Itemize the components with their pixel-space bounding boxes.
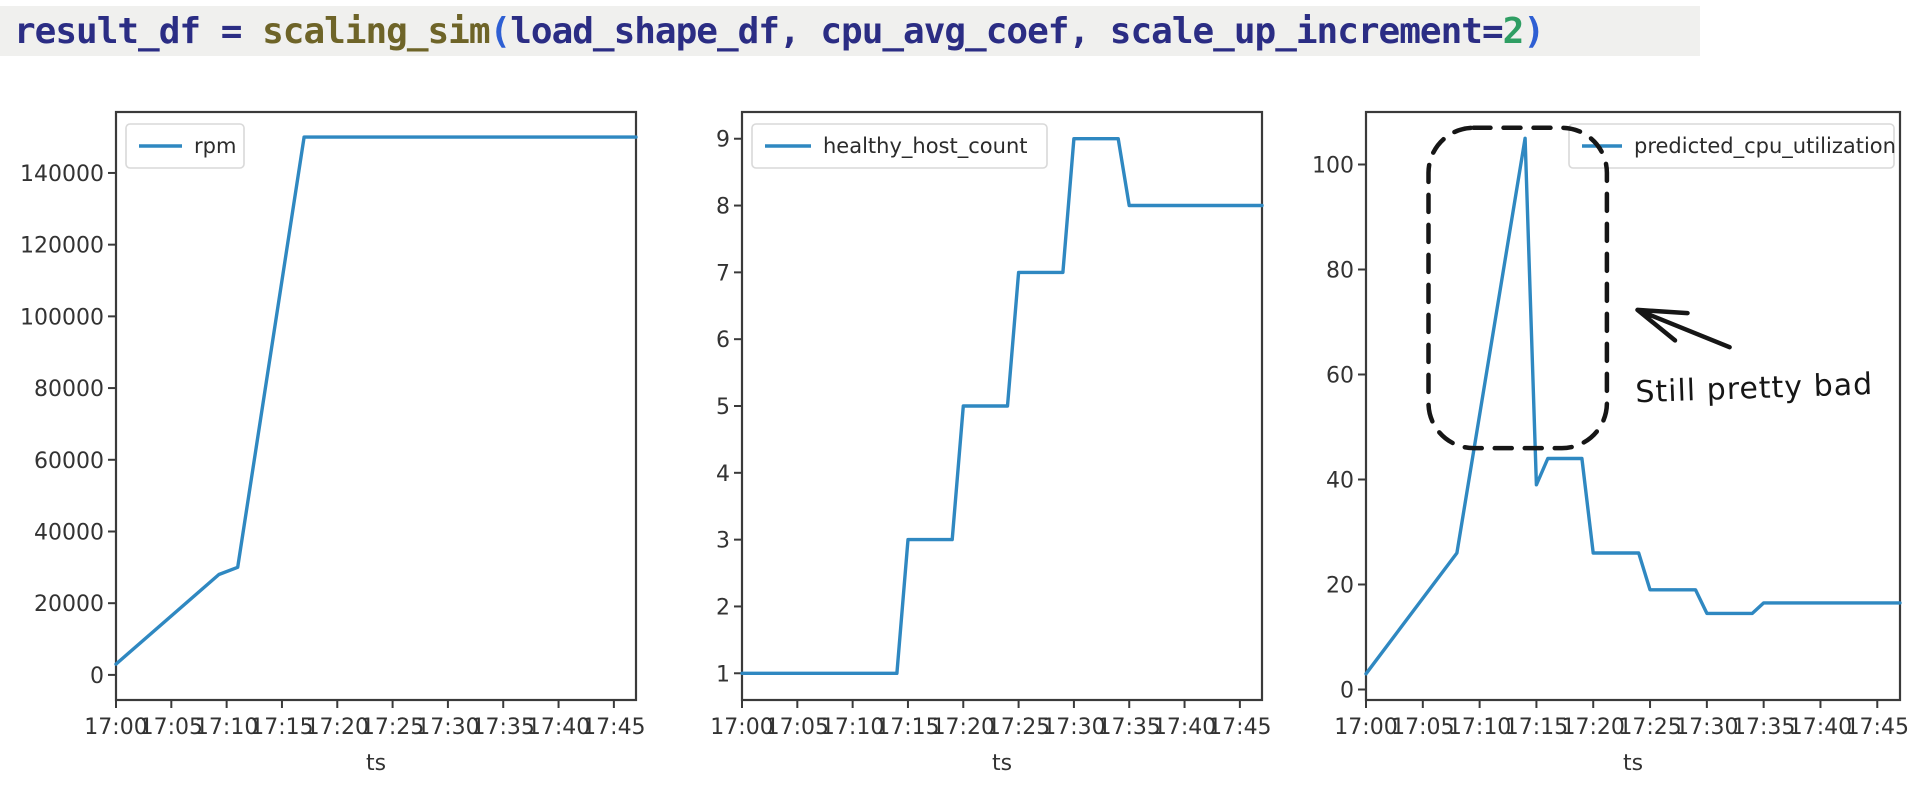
code-token: = xyxy=(200,10,263,52)
code-token: cpu_avg_coef xyxy=(820,10,1069,52)
y-tick-label: 100 xyxy=(1312,154,1354,179)
y-tick-label: 4 xyxy=(716,462,730,487)
y-tick-label: 7 xyxy=(716,261,730,286)
x-tick-label: 17:45 xyxy=(1846,715,1909,740)
y-tick-label: 2 xyxy=(716,595,730,620)
code-token: , xyxy=(778,10,821,52)
annotation-label: Still pretty bad xyxy=(1635,367,1874,410)
x-tick-label: 17:40 xyxy=(1153,715,1216,740)
plot-border xyxy=(1364,110,1902,702)
y-tick-label: 140000 xyxy=(20,162,104,187)
code-token: ) xyxy=(1523,10,1545,52)
x-tick-label: 17:40 xyxy=(1789,715,1852,740)
x-tick-label: 17:10 xyxy=(195,715,258,740)
x-tick-label: 17:10 xyxy=(1448,715,1511,740)
chart-healthy-host-count: 12345678917:0017:0517:1017:1517:2017:251… xyxy=(710,110,1272,776)
x-tick-label: 17:25 xyxy=(361,715,424,740)
x-tick-label: 17:45 xyxy=(1208,715,1271,740)
y-tick-label: 80 xyxy=(1326,259,1354,284)
x-tick-label: 17:30 xyxy=(1675,715,1738,740)
x-tick-label: 17:20 xyxy=(1562,715,1625,740)
x-tick-label: 17:05 xyxy=(1391,715,1454,740)
y-tick-label: 120000 xyxy=(20,234,104,259)
x-tick-label: 17:30 xyxy=(1042,715,1105,740)
y-tick-label: 100000 xyxy=(20,305,104,330)
hand-drawn-dashed-box xyxy=(1426,125,1610,451)
x-tick-label: 17:45 xyxy=(582,715,645,740)
code-token: , xyxy=(1068,10,1110,52)
y-tick-label: 0 xyxy=(1340,679,1354,704)
x-tick-label: 17:15 xyxy=(1505,715,1568,740)
y-tick-label: 20000 xyxy=(34,592,104,617)
code-token: ( xyxy=(489,10,512,52)
y-tick-label: 8 xyxy=(716,195,730,220)
x-tick-label: 17:30 xyxy=(416,715,479,740)
y-tick-label: 60000 xyxy=(34,449,104,474)
x-tick-label: 17:35 xyxy=(472,715,535,740)
legend-label: predicted_cpu_utilization xyxy=(1634,134,1896,159)
x-axis-label: ts xyxy=(366,751,386,776)
x-tick-label: 17:00 xyxy=(710,715,773,740)
x-tick-label: 17:35 xyxy=(1732,715,1795,740)
y-tick-label: 60 xyxy=(1326,364,1354,389)
x-tick-label: 17:35 xyxy=(1098,715,1161,740)
x-axis-label: ts xyxy=(1623,751,1643,776)
series-line-predicted_cpu_utilization xyxy=(1364,136,1902,676)
x-tick-label: 17:05 xyxy=(766,715,829,740)
y-tick-label: 3 xyxy=(716,529,730,554)
x-tick-label: 17:00 xyxy=(84,715,147,740)
x-tick-label: 17:20 xyxy=(932,715,995,740)
x-tick-label: 17:15 xyxy=(250,715,313,740)
x-tick-label: 17:15 xyxy=(876,715,939,740)
code-token: scale_up_increment xyxy=(1109,10,1483,52)
chart-rpm: 0 20000 40000 60000 80000 100000 120000 140000 1… xyxy=(20,110,646,776)
code-token: 2 xyxy=(1502,10,1525,52)
code-token: scaling_sim xyxy=(262,10,490,52)
legend-label: healthy_host_count xyxy=(823,134,1027,159)
series-line-healthy_host_count xyxy=(740,137,1264,675)
legend-box xyxy=(125,123,245,169)
y-tick-label: 80000 xyxy=(34,377,104,402)
x-tick-label: 17:40 xyxy=(527,715,590,740)
y-tick-label: 0 xyxy=(90,664,104,689)
legend-label: rpm xyxy=(194,134,236,158)
y-tick-label: 6 xyxy=(716,328,730,353)
code-line: result_df = scaling_sim(load_shape_df, c… xyxy=(0,6,1700,56)
plot-border xyxy=(114,110,638,702)
legend-box xyxy=(751,123,1048,169)
x-tick-label: 17:00 xyxy=(1334,715,1397,740)
series-line-rpm xyxy=(114,135,638,666)
y-tick-label: 1 xyxy=(716,662,730,687)
x-tick-label: 17:20 xyxy=(306,715,369,740)
y-tick-label: 20 xyxy=(1326,574,1354,599)
x-tick-label: 17:25 xyxy=(987,715,1050,740)
x-tick-label: 17:10 xyxy=(821,715,884,740)
x-axis-label: ts xyxy=(992,751,1012,776)
x-tick-label: 17:05 xyxy=(140,715,203,740)
code-token: load_shape_df xyxy=(510,10,780,52)
y-tick-label: 40000 xyxy=(34,520,104,545)
chart-predicted-cpu-utilization: 02040608010017:0017:0517:1017:1517:2017:… xyxy=(1312,110,1909,776)
y-tick-label: 9 xyxy=(716,128,730,153)
code-token: result_df xyxy=(14,10,201,52)
hand-drawn-arrow xyxy=(1635,307,1732,350)
code-token: = xyxy=(1481,10,1504,52)
y-tick-label: 5 xyxy=(716,395,730,420)
x-tick-label: 17:25 xyxy=(1618,715,1681,740)
y-tick-label: 40 xyxy=(1326,469,1354,494)
legend-box xyxy=(1568,123,1895,169)
